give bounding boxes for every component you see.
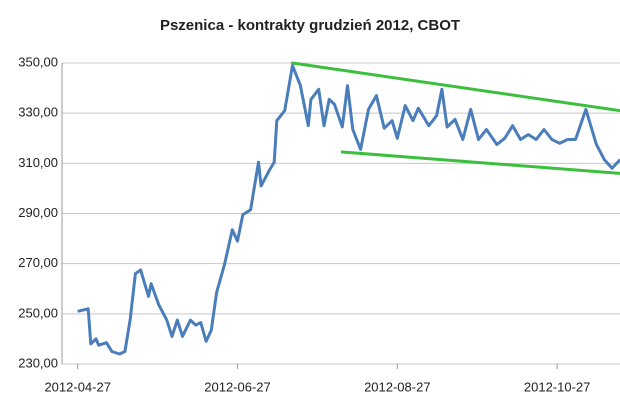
chart-title: Pszenica - kontrakty grudzień 2012, CBOT <box>160 17 460 34</box>
trend-line <box>340 150 620 175</box>
y-tick-label: 350,00 <box>18 54 58 69</box>
x-tick-label: 2012-08-27 <box>364 379 431 394</box>
x-tick-label: 2012-06-27 <box>204 379 271 394</box>
trend-line <box>291 61 620 113</box>
x-tick-label: 2012-04-27 <box>44 379 111 394</box>
y-tick-label: 230,00 <box>18 355 58 370</box>
y-tick-label: 330,00 <box>18 105 58 120</box>
y-tick-label: 250,00 <box>18 305 58 320</box>
y-tick-label: 290,00 <box>18 205 58 220</box>
y-tick-label: 270,00 <box>18 255 58 270</box>
price-line <box>77 64 620 356</box>
y-tick-label: 310,00 <box>18 155 58 170</box>
x-tick-label: 2012-10-27 <box>524 379 591 394</box>
